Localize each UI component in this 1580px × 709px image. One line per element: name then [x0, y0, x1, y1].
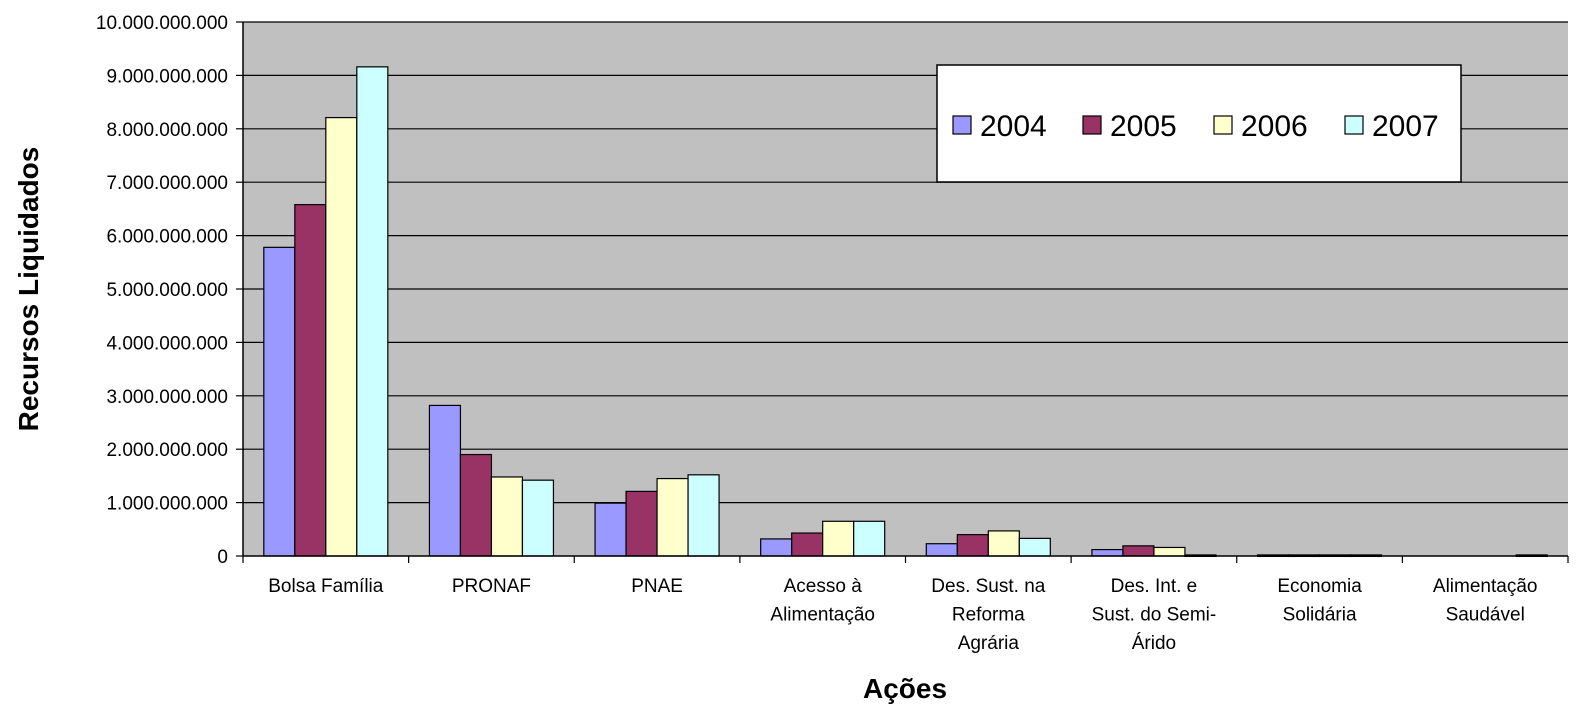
- legend-swatch-2004: [952, 115, 972, 135]
- bar-2007: [687, 474, 720, 557]
- legend-swatch-2007: [1344, 115, 1364, 135]
- bar-2006: [822, 520, 855, 557]
- y-tick-label: 6.000.000.000: [106, 227, 228, 248]
- bar-2006: [325, 116, 358, 557]
- y-tick-label: 7.000.000.000: [106, 173, 228, 194]
- bar-2007: [356, 66, 389, 557]
- bar-2006: [656, 477, 689, 557]
- x-category-label: Des. Sust. na Reforma Agrária: [931, 576, 1045, 654]
- y-axis-title: Recursos Liquidados: [13, 147, 44, 432]
- y-tick-labels: 0 1.000.000.000 2.000.000.000 3.000.000.000…: [96, 13, 228, 568]
- x-category-label: Des. Int. e Sust. do Semi-Árido: [1092, 576, 1217, 654]
- bar-2004: [1091, 548, 1124, 557]
- bar-2007: [1018, 537, 1051, 557]
- bar-2005: [459, 453, 493, 557]
- bar-2007: [521, 479, 555, 557]
- bar-2006: [987, 530, 1020, 557]
- bar-2006: [490, 476, 524, 557]
- bar-2007: [853, 520, 886, 557]
- legend-label-2007: 2007: [1372, 110, 1439, 143]
- legend-swatch-2006: [1213, 115, 1233, 135]
- x-axis-title: Ações: [863, 673, 947, 704]
- y-tick-label: 3.000.000.000: [106, 387, 228, 408]
- x-category-label: PRONAF: [452, 576, 531, 597]
- bar-2004: [263, 246, 296, 557]
- bar-2005: [294, 204, 327, 557]
- bar-2004: [594, 502, 627, 557]
- legend-label-2004: 2004: [980, 110, 1047, 143]
- x-category-labels: Bolsa Família PRONAF PNAE Acesso à Alimentaç…: [268, 576, 1537, 654]
- legend: 2004 2005 2006 2007: [936, 64, 1462, 183]
- y-tick-label: 4.000.000.000: [106, 333, 228, 354]
- legend-box: [936, 64, 1462, 183]
- legend-label-2005: 2005: [1110, 110, 1177, 143]
- bar-2004: [925, 543, 958, 557]
- y-tick-label: 2.000.000.000: [106, 440, 228, 461]
- bar-2005: [625, 490, 658, 557]
- axes: [236, 21, 1569, 563]
- bar-2006: [1153, 546, 1186, 557]
- bar-2005: [791, 532, 824, 557]
- x-category-label: Economia Solidária: [1277, 576, 1362, 626]
- bar-2004: [428, 404, 462, 557]
- x-category-label: PNAE: [631, 576, 683, 597]
- legend-swatch-2005: [1082, 115, 1102, 135]
- bar-2005: [956, 534, 989, 557]
- legend-label-2006: 2006: [1241, 110, 1308, 143]
- bar-2004: [760, 538, 793, 557]
- y-tick-label: 1.000.000.000: [106, 494, 228, 515]
- x-category-label: Acesso à Alimentação: [770, 576, 875, 626]
- y-tick-label: 8.000.000.000: [106, 120, 228, 141]
- y-tick-label: 10.000.000.000: [96, 13, 228, 34]
- y-tick-label: 0: [217, 547, 228, 568]
- y-tick-label: 5.000.000.000: [106, 280, 228, 301]
- bar-2005: [1122, 545, 1155, 557]
- x-category-label: Bolsa Família: [268, 576, 384, 597]
- x-category-label: Alimentação Saudável: [1433, 576, 1538, 626]
- y-tick-label: 9.000.000.000: [106, 66, 228, 87]
- bars: [263, 66, 1548, 558]
